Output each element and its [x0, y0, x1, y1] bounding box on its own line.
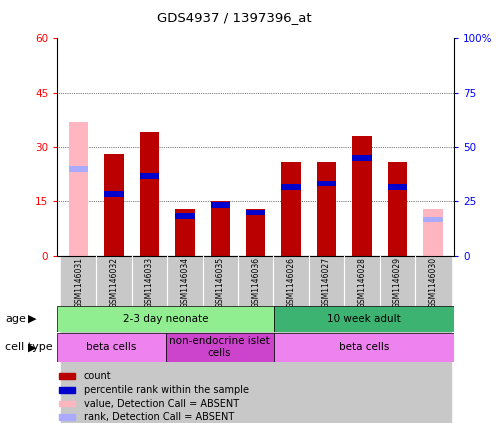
Text: non-endocrine islet
cells: non-endocrine islet cells: [169, 336, 270, 358]
Bar: [167, 256, 203, 423]
Bar: [69, 121, 88, 256]
Bar: [309, 256, 344, 423]
Bar: [211, 202, 230, 208]
Bar: [104, 154, 124, 256]
Bar: [352, 136, 372, 256]
Bar: [344, 256, 380, 423]
Bar: [140, 132, 159, 256]
Text: cell type: cell type: [5, 342, 52, 352]
Bar: [317, 162, 336, 256]
Bar: [59, 374, 75, 379]
Bar: [166, 333, 274, 362]
Bar: [274, 306, 454, 332]
Text: 2-3 day neonate: 2-3 day neonate: [123, 314, 208, 324]
Text: rank, Detection Call = ABSENT: rank, Detection Call = ABSENT: [84, 412, 234, 422]
Bar: [415, 256, 451, 423]
Bar: [96, 256, 132, 423]
Bar: [388, 184, 407, 190]
Text: ▶: ▶: [28, 342, 37, 352]
Text: percentile rank within the sample: percentile rank within the sample: [84, 385, 249, 395]
Bar: [104, 192, 124, 197]
Bar: [132, 256, 167, 423]
Bar: [175, 213, 195, 219]
Bar: [352, 155, 372, 161]
Bar: [281, 162, 301, 256]
Bar: [61, 256, 96, 423]
Bar: [57, 306, 274, 332]
Bar: [317, 181, 336, 186]
Bar: [69, 166, 88, 171]
Bar: [57, 333, 166, 362]
Bar: [140, 173, 159, 179]
Text: count: count: [84, 371, 111, 381]
Bar: [380, 256, 415, 423]
Text: 10 week adult: 10 week adult: [327, 314, 401, 324]
Text: ▶: ▶: [28, 314, 37, 324]
Bar: [388, 162, 407, 256]
Bar: [203, 256, 238, 423]
Bar: [59, 387, 75, 393]
Bar: [59, 401, 75, 407]
Bar: [423, 217, 443, 222]
Text: age: age: [5, 314, 26, 324]
Bar: [246, 209, 265, 256]
Bar: [211, 201, 230, 256]
Text: value, Detection Call = ABSENT: value, Detection Call = ABSENT: [84, 398, 239, 409]
Bar: [246, 210, 265, 215]
Bar: [281, 184, 301, 190]
Bar: [273, 256, 309, 423]
Bar: [175, 209, 195, 256]
Bar: [423, 209, 443, 256]
Bar: [274, 333, 454, 362]
Text: GDS4937 / 1397396_at: GDS4937 / 1397396_at: [157, 11, 312, 24]
Text: beta cells: beta cells: [86, 342, 137, 352]
Text: beta cells: beta cells: [339, 342, 389, 352]
Bar: [59, 415, 75, 420]
Bar: [238, 256, 273, 423]
